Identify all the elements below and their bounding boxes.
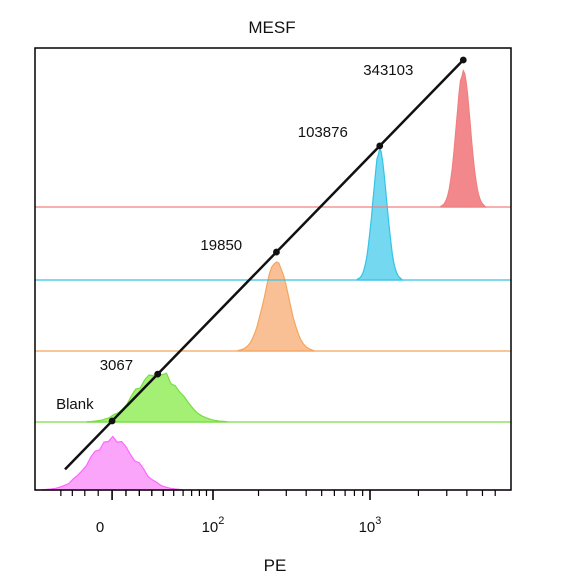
calibration-point-4 (459, 56, 467, 64)
histogram-2 (237, 261, 316, 352)
histogram-0 (41, 435, 184, 491)
histogram-3 (356, 147, 404, 281)
histogram-4 (440, 69, 488, 208)
calibration-label-4: 343103 (363, 62, 413, 79)
tick-label-100: 102 (202, 515, 225, 536)
chart-title: MESF (248, 18, 295, 37)
calibration-line (64, 59, 465, 471)
calibration-label-3: 103876 (298, 124, 348, 141)
minor-ticks (60, 490, 496, 500)
calibration-point-2 (273, 248, 280, 256)
calibration-point-1 (154, 370, 162, 378)
plot-frame (34, 47, 512, 491)
calibration-label-0: Blank (56, 396, 94, 413)
calibration-label-1: 3067 (100, 357, 133, 374)
calibration-point-0 (108, 417, 116, 425)
tick-label-0: 0 (96, 519, 104, 536)
calibration-layer: Blank 3067 19850 103876 343103 (56, 56, 467, 471)
plot-area: Blank 3067 19850 103876 343103 (34, 47, 512, 500)
calibration-label-2: 19850 (200, 237, 242, 254)
histogram-1 (86, 371, 229, 423)
calibration-point-3 (376, 142, 384, 150)
x-axis-title: PE (264, 556, 287, 575)
x-tick-labels: 0 102 103 (96, 515, 382, 536)
tick-label-1000: 103 (359, 515, 382, 536)
